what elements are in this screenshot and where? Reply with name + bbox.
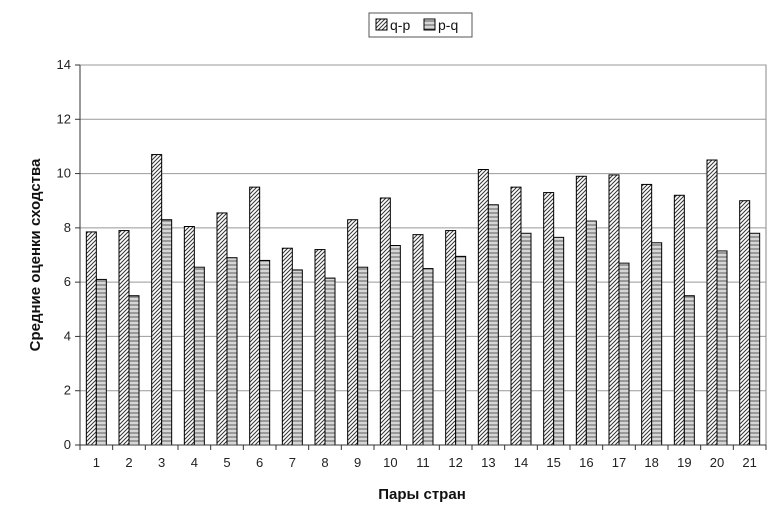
y-tick-label: 10	[57, 166, 71, 181]
x-tick-label: 11	[416, 455, 430, 470]
bar-q-p-5	[216, 212, 228, 446]
bar-p-q-17	[618, 262, 630, 446]
x-tick-label: 12	[448, 455, 462, 470]
x-tick-label: 1	[93, 455, 100, 470]
x-tick-label: 15	[546, 455, 560, 470]
x-tick-label: 13	[481, 455, 495, 470]
bar-p-q-3	[161, 219, 173, 446]
x-tick-label: 4	[191, 455, 198, 470]
legend: q-p p-q	[368, 12, 473, 38]
bar-p-q-10	[389, 245, 401, 446]
bar-q-p-20	[706, 159, 718, 446]
bar-q-p-10	[379, 197, 391, 446]
y-tick-label: 6	[64, 274, 71, 289]
bar-q-p-19	[673, 194, 685, 446]
bar-q-p-9	[347, 219, 359, 446]
legend-label-p-q: p-q	[438, 17, 458, 33]
y-tick-label: 4	[64, 328, 71, 343]
bar-q-p-4	[183, 226, 195, 446]
legend-swatch-p-q	[423, 18, 436, 31]
bar-q-p-3	[151, 154, 163, 446]
y-tick-label: 12	[57, 111, 71, 126]
y-axis-title: Средние оценки сходства	[27, 158, 44, 351]
bar-p-q-1	[95, 278, 107, 446]
y-tick-label: 8	[64, 220, 71, 235]
y-tick-label: 14	[57, 57, 71, 72]
bar-p-q-20	[716, 250, 728, 446]
bar-p-q-2	[128, 295, 140, 446]
bar-p-q-8	[324, 277, 336, 446]
bar-p-q-15	[553, 236, 565, 446]
x-tick-label: 6	[256, 455, 263, 470]
bar-q-p-6	[249, 186, 261, 446]
bar-q-p-8	[314, 249, 326, 446]
bar-q-p-16	[575, 175, 587, 446]
bar-q-p-14	[510, 186, 522, 446]
bar-p-q-5	[226, 257, 238, 446]
x-tick-label: 9	[354, 455, 361, 470]
bar-q-p-15	[543, 192, 555, 446]
bar-q-p-21	[739, 200, 751, 446]
bar-p-q-11	[422, 268, 434, 446]
x-tick-label: 5	[223, 455, 230, 470]
bar-p-q-18	[651, 242, 663, 446]
x-axis-title: Пары стран	[378, 486, 466, 503]
bar-q-p-11	[412, 234, 424, 446]
y-tick-label: 2	[64, 383, 71, 398]
bar-q-p-18	[641, 183, 653, 446]
bar-p-q-13	[487, 204, 499, 446]
x-tick-label: 21	[742, 455, 756, 470]
x-tick-label: 3	[158, 455, 165, 470]
x-tick-label: 10	[383, 455, 397, 470]
bar-p-q-12	[455, 255, 467, 446]
bar-q-p-13	[477, 169, 489, 446]
bar-q-p-2	[118, 230, 130, 446]
x-tick-label: 17	[612, 455, 626, 470]
bar-p-q-16	[585, 220, 597, 446]
bar-p-q-9	[357, 266, 369, 446]
x-tick-label: 19	[677, 455, 691, 470]
bar-p-q-21	[749, 232, 761, 446]
x-tick-label: 16	[579, 455, 593, 470]
bar-p-q-4	[193, 266, 205, 446]
bar-p-q-19	[683, 295, 695, 446]
x-tick-label: 18	[644, 455, 658, 470]
bar-q-p-17	[608, 174, 620, 446]
bar-p-q-6	[259, 259, 271, 446]
legend-swatch-q-p	[375, 18, 388, 31]
y-axis: 0 2 4 6 8 10 12 14	[57, 57, 81, 452]
bar-q-p-12	[445, 230, 457, 446]
x-tick-label: 2	[125, 455, 132, 470]
x-tick-label: 7	[289, 455, 296, 470]
legend-label-q-p: q-p	[390, 17, 410, 33]
x-tick-label: 14	[514, 455, 528, 470]
bar-q-p-7	[281, 247, 293, 446]
x-tick-label: 8	[321, 455, 328, 470]
x-axis: 1 2 3 4 5 6 7 8 9 10 11 12 13 14 15 16 17 18 19 20 21	[79, 444, 767, 470]
bar-q-p-1	[85, 231, 97, 446]
x-tick-label: 20	[710, 455, 724, 470]
y-tick-label: 0	[64, 437, 71, 452]
bar-p-q-7	[291, 269, 303, 446]
bar-p-q-14	[520, 232, 532, 446]
